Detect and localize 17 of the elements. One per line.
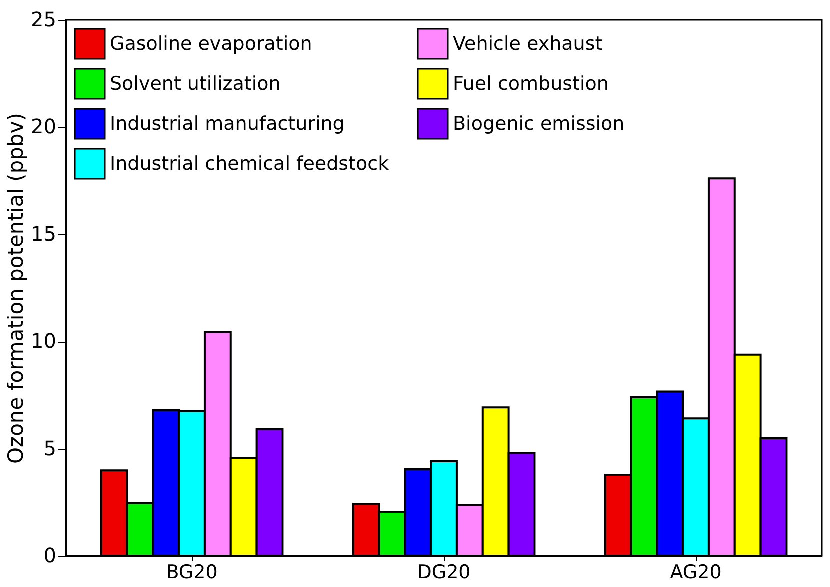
- y-tick-label: 10: [31, 329, 56, 354]
- legend-label: Vehicle exhaust: [453, 33, 603, 55]
- y-axis-title: Ozone formation potential (ppbv): [4, 113, 28, 464]
- legend-label: Gasoline evaporation: [110, 33, 312, 55]
- y-tick-label: 25: [31, 8, 56, 32]
- legend-label: Industrial manufacturing: [110, 113, 345, 135]
- legend-label: Fuel combustion: [453, 73, 609, 95]
- x-tick-label: DG20: [417, 562, 471, 584]
- x-tick-label: AG20: [670, 562, 722, 584]
- y-tick-label: 20: [31, 114, 56, 139]
- y-tick-label: 5: [44, 436, 56, 460]
- legend-label: Biogenic emission: [453, 113, 625, 135]
- y-tick-label: 15: [31, 222, 56, 246]
- legend-label: Industrial chemical feedstock: [110, 153, 390, 175]
- legend-label: Solvent utilization: [110, 73, 281, 95]
- y-tick-label: 0: [44, 544, 56, 568]
- x-tick-label: BG20: [166, 562, 218, 584]
